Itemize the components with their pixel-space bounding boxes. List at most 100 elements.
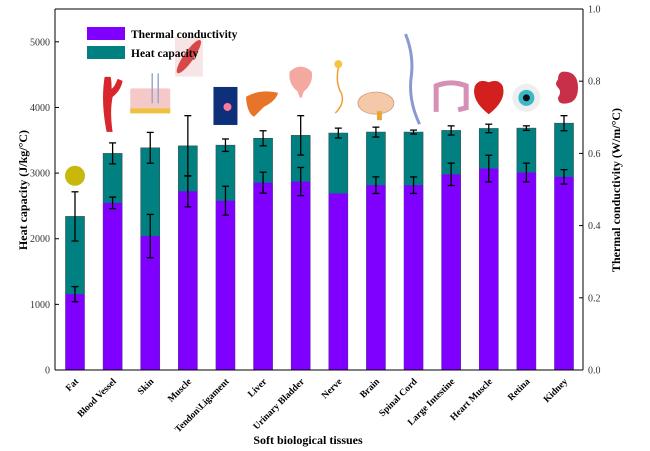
error-bar-thermal-conductivity-liver <box>259 171 267 194</box>
error-bar-thermal-conductivity-blood-vessel <box>109 196 117 210</box>
spinal-cord-icon <box>404 33 421 125</box>
error-bar-thermal-conductivity-urinary-bladder <box>297 166 305 197</box>
bar-thermal-conductivity-retina <box>516 172 536 370</box>
error-bar-thermal-conductivity-kidney <box>560 168 568 185</box>
y-axis-left-title: Heat capacity (J/kg/°C) <box>16 130 30 250</box>
bar-group-kidney <box>554 115 574 371</box>
bar-group-brain <box>366 126 386 371</box>
x-tick-label-kidney: Kidney <box>542 377 570 405</box>
bar-thermal-conductivity-urinary-bladder <box>291 181 311 370</box>
bars-layer <box>65 115 574 371</box>
x-tick-label-brain: Brain <box>359 377 383 401</box>
error-bar-thermal-conductivity-fat <box>71 285 79 303</box>
y-axis-right-title: Thermal conductivity (W/m/°C) <box>609 108 623 272</box>
bar-thermal-conductivity-brain <box>366 185 386 370</box>
bar-thermal-conductivity-skin <box>140 236 160 370</box>
x-tick-label-liver: Liver <box>246 377 269 400</box>
error-bar-heat-capacity-tendon-ligament <box>221 138 229 153</box>
heart-muscle-icon <box>474 80 504 115</box>
error-bar-thermal-conductivity-tendon-ligament <box>221 185 229 216</box>
error-bar-thermal-conductivity-spinal-cord <box>410 176 418 195</box>
error-bar-heat-capacity-large-intestine <box>447 125 455 136</box>
blood-vessel-icon <box>103 76 123 132</box>
error-bar-heat-capacity-muscle <box>184 115 192 177</box>
brain-icon <box>357 91 395 121</box>
bar-group-heart-muscle <box>478 123 499 371</box>
y-right-tick-label-4: 0.8 <box>588 77 601 88</box>
y-right-tick-label-0: 0.0 <box>588 366 601 377</box>
nerve-icon <box>334 60 344 114</box>
y-left-tick-label-1000: 1000 <box>30 300 50 311</box>
tendon-ligament-icon <box>213 86 238 125</box>
fat-droplet-icon <box>65 165 85 186</box>
bar-thermal-conductivity-fat <box>65 294 85 370</box>
error-bar-heat-capacity-urinary-bladder <box>297 115 305 156</box>
bar-group-blood-vessel <box>102 142 123 371</box>
error-bar-heat-capacity-kidney <box>560 115 568 132</box>
bar-group-muscle <box>178 115 198 371</box>
x-tick-label-blood-vessel: Blood Vessel <box>76 377 119 420</box>
error-bar-heat-capacity-blood-vessel <box>109 142 117 165</box>
bar-group-skin <box>140 131 161 371</box>
y-right-tick-label-2: 0.4 <box>588 221 601 232</box>
bar-group-spinal-cord <box>403 129 424 371</box>
muscle-icon <box>174 36 203 77</box>
y-right-tick-label-3: 0.6 <box>588 149 601 160</box>
x-tick-label-muscle: Muscle <box>166 377 194 405</box>
skin-icon <box>130 73 171 114</box>
bar-thermal-conductivity-blood-vessel <box>103 202 123 370</box>
urinary-bladder-icon <box>289 66 313 98</box>
y-left-tick-label-3000: 3000 <box>30 169 50 180</box>
y-right-tick-label-1: 0.2 <box>588 293 601 304</box>
bar-thermal-conductivity-liver <box>253 182 273 370</box>
error-bar-heat-capacity-retina <box>522 125 530 132</box>
x-tick-label-skin: Skin <box>136 377 157 398</box>
bar-thermal-conductivity-nerve <box>328 193 348 370</box>
error-bar-heat-capacity-liver <box>259 130 267 147</box>
x-tick-label-fat: Fat <box>64 376 81 393</box>
bar-thermal-conductivity-tendon-ligament <box>215 200 235 370</box>
bar-group-large-intestine <box>441 125 461 371</box>
legend-label-heat-capacity: Heat capacity <box>131 48 199 60</box>
y-left-tick-label-4000: 4000 <box>30 103 50 114</box>
bar-thermal-conductivity-kidney <box>554 176 574 370</box>
bar-thermal-conductivity-large-intestine <box>441 174 461 370</box>
error-bar-thermal-conductivity-brain <box>372 176 380 195</box>
liver-icon <box>246 91 279 117</box>
error-bar-thermal-conductivity-retina <box>522 162 530 183</box>
bar-thermal-conductivity-muscle <box>178 191 198 370</box>
error-bar-heat-capacity-heart-muscle <box>485 123 493 134</box>
x-tick-label-retina: Retina <box>506 377 532 403</box>
bar-group-retina <box>516 125 537 371</box>
error-bar-heat-capacity-fat <box>71 191 79 242</box>
x-axis-title: Soft biological tissues <box>253 433 363 447</box>
bar-group-nerve <box>328 127 349 371</box>
legend-label-thermal-conductivity: Thermal conductivity <box>131 29 238 41</box>
error-bar-heat-capacity-nerve <box>334 127 342 139</box>
error-bar-thermal-conductivity-skin <box>146 213 154 259</box>
bar-thermal-conductivity-spinal-cord <box>404 185 424 370</box>
legend: Thermal conductivity Heat capacity <box>87 27 238 60</box>
large-intestine-icon <box>433 80 469 113</box>
x-tick-label-nerve: Nerve <box>320 377 344 401</box>
error-bar-thermal-conductivity-large-intestine <box>447 162 455 187</box>
y-left-tick-label-0: 0 <box>45 366 50 377</box>
legend-swatch-thermal-conductivity <box>87 27 125 40</box>
y-left-tick-label-2000: 2000 <box>30 234 50 245</box>
y-right-tick-label-5: 1.0 <box>588 5 601 16</box>
error-bar-heat-capacity-skin <box>146 131 154 164</box>
bar-group-urinary-bladder <box>290 115 311 371</box>
y-left-tick-label-5000: 5000 <box>30 37 50 48</box>
bar-group-fat <box>65 191 85 371</box>
error-bar-thermal-conductivity-heart-muscle <box>485 154 493 183</box>
icons-layer <box>65 33 578 186</box>
kidney-icon <box>556 71 578 104</box>
bar-group-tendon-ligament <box>215 138 236 371</box>
bar-group-liver <box>253 130 273 371</box>
error-bar-heat-capacity-brain <box>372 126 380 138</box>
error-bar-heat-capacity-spinal-cord <box>410 129 418 135</box>
retina-icon <box>512 83 541 112</box>
bar-thermal-conductivity-heart-muscle <box>479 168 499 370</box>
legend-swatch-heat-capacity <box>87 46 125 59</box>
